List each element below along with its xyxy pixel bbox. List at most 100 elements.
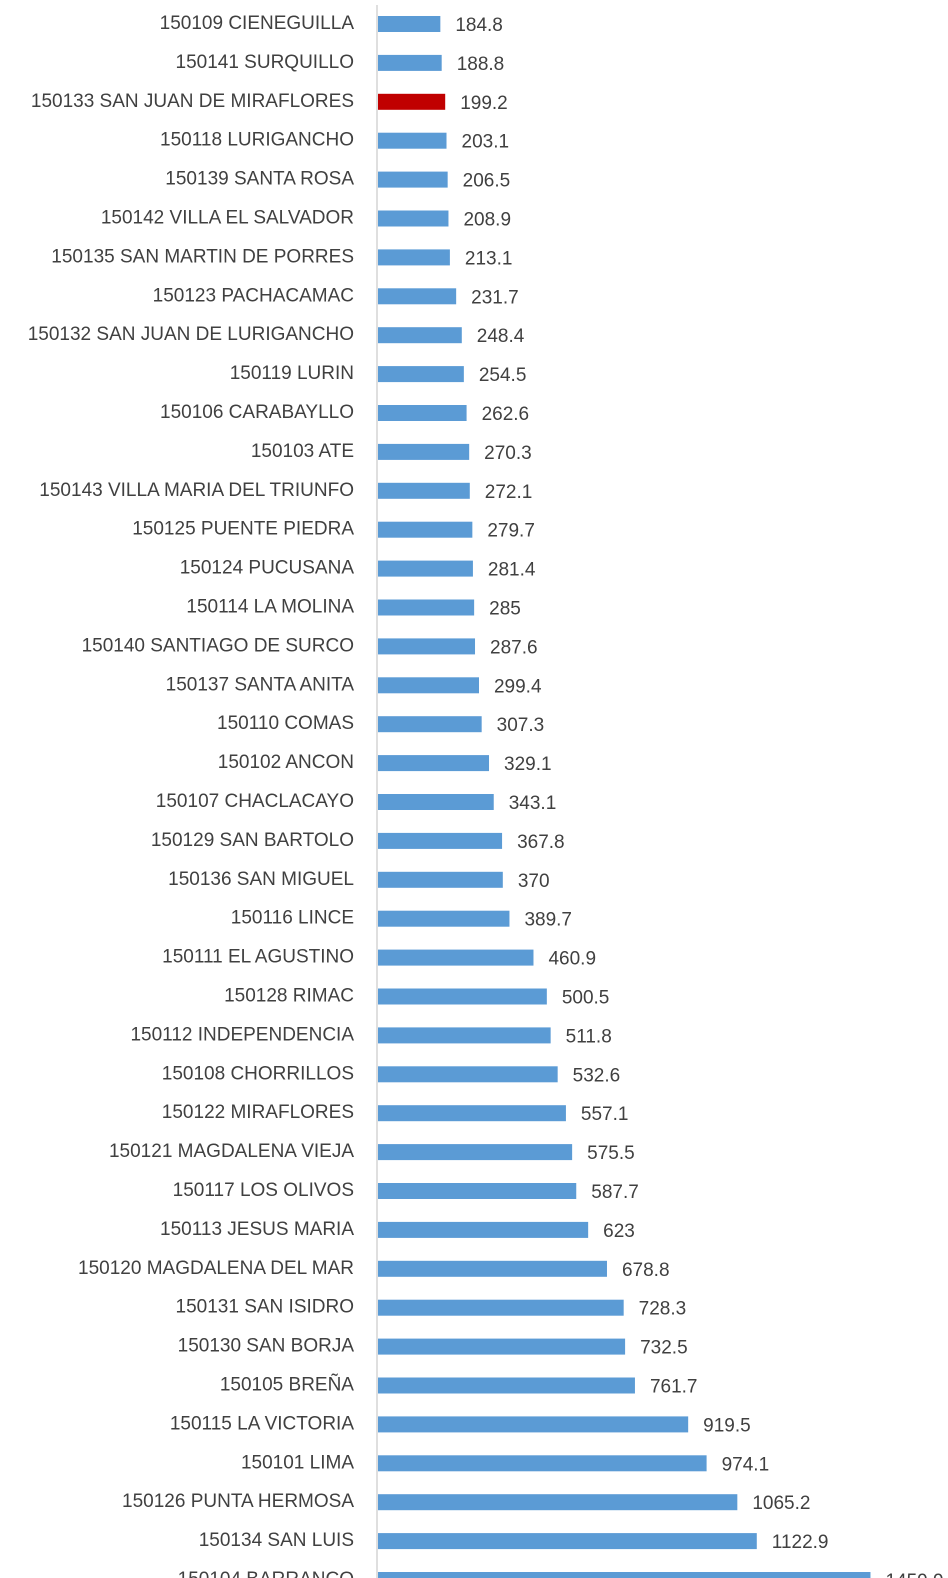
value-label: 281.4 bbox=[488, 560, 536, 581]
bar bbox=[378, 1260, 607, 1277]
value-label: 587.7 bbox=[591, 1182, 639, 1203]
value-label: 678.8 bbox=[622, 1260, 670, 1281]
bar bbox=[378, 949, 534, 966]
category-label: 150121 MAGDALENA VIEJA bbox=[109, 1141, 354, 1162]
bar bbox=[378, 599, 475, 616]
bar bbox=[378, 482, 470, 499]
bar bbox=[378, 16, 441, 32]
bar bbox=[378, 93, 446, 110]
category-label: 150108 CHORRILLOS bbox=[162, 1063, 354, 1084]
value-label: 974.1 bbox=[722, 1454, 770, 1475]
value-label: 728.3 bbox=[639, 1299, 687, 1320]
category-label: 150106 CARABAYLLO bbox=[160, 402, 354, 423]
value-label: 1459.9 bbox=[885, 1571, 943, 1578]
bar bbox=[378, 1455, 707, 1472]
value-label: 732.5 bbox=[640, 1338, 688, 1359]
value-label: 213.1 bbox=[465, 248, 513, 269]
value-label: 208.9 bbox=[463, 210, 511, 231]
bar bbox=[378, 132, 447, 149]
category-label: 150122 MIRAFLORES bbox=[162, 1102, 354, 1123]
bar bbox=[378, 366, 464, 383]
bar bbox=[378, 1299, 624, 1316]
value-label: 623 bbox=[603, 1221, 635, 1242]
value-label: 511.8 bbox=[566, 1026, 612, 1047]
value-label: 919.5 bbox=[703, 1415, 751, 1436]
bar bbox=[378, 1377, 635, 1394]
value-label: 285 bbox=[489, 599, 521, 620]
bar bbox=[378, 1533, 757, 1550]
bar bbox=[378, 638, 476, 655]
category-label: 150134 SAN LUIS bbox=[199, 1530, 354, 1551]
value-label: 206.5 bbox=[463, 171, 511, 192]
bar bbox=[378, 405, 467, 421]
category-label: 150101 LIMA bbox=[241, 1452, 354, 1473]
category-label: 150113 JESUS MARIA bbox=[160, 1219, 354, 1240]
bar bbox=[378, 54, 442, 71]
bar bbox=[378, 288, 457, 305]
category-label: 150130 SAN BORJA bbox=[178, 1336, 355, 1357]
bar bbox=[378, 521, 473, 538]
value-label: 389.7 bbox=[524, 910, 572, 931]
value-label: 188.8 bbox=[457, 54, 505, 75]
bar bbox=[378, 1066, 558, 1083]
bar bbox=[378, 249, 450, 266]
bar bbox=[378, 716, 482, 733]
bar bbox=[378, 832, 503, 849]
category-label: 150140 SANTIAGO DE SURCO bbox=[82, 635, 354, 656]
category-label: 150103 ATE bbox=[251, 441, 354, 462]
category-label: 150133 SAN JUAN DE MIRAFLORES bbox=[31, 91, 354, 112]
value-label: 272.1 bbox=[485, 482, 533, 503]
value-label: 1122.9 bbox=[772, 1532, 829, 1553]
bar bbox=[378, 1338, 626, 1355]
bar bbox=[378, 1416, 689, 1433]
bar bbox=[378, 910, 510, 927]
value-label: 231.7 bbox=[471, 287, 519, 308]
bar bbox=[378, 794, 494, 810]
value-label: 500.5 bbox=[562, 988, 610, 1009]
value-label: 329.1 bbox=[504, 754, 552, 775]
category-label: 150120 MAGDALENA DEL MAR bbox=[78, 1258, 354, 1279]
category-label: 150111 EL AGUSTINO bbox=[162, 947, 354, 968]
category-label: 150128 RIMAC bbox=[224, 986, 354, 1007]
bar bbox=[378, 1183, 577, 1199]
value-label: 270.3 bbox=[484, 443, 532, 464]
category-label: 150114 LA MOLINA bbox=[186, 597, 354, 618]
value-label: 248.4 bbox=[477, 326, 525, 347]
category-label: 150132 SAN JUAN DE LURIGANCHO bbox=[28, 324, 354, 345]
bar bbox=[378, 1572, 871, 1578]
category-label: 150131 SAN ISIDRO bbox=[176, 1297, 354, 1318]
bar bbox=[378, 210, 449, 227]
category-label: 150112 INDEPENDENCIA bbox=[130, 1024, 354, 1045]
bar bbox=[378, 1105, 566, 1122]
category-label: 150102 ANCON bbox=[218, 752, 354, 773]
bar bbox=[378, 988, 547, 1005]
bar bbox=[378, 327, 462, 344]
bar bbox=[378, 560, 473, 577]
value-label: 279.7 bbox=[487, 521, 535, 542]
category-label: 150139 SANTA ROSA bbox=[165, 169, 354, 190]
category-label: 150143 VILLA MARIA DEL TRIUNFO bbox=[39, 480, 354, 501]
category-label: 150123 PACHACAMAC bbox=[153, 285, 354, 306]
bar bbox=[378, 171, 448, 188]
value-label: 367.8 bbox=[517, 832, 565, 853]
bar bbox=[378, 755, 490, 772]
value-label: 184.8 bbox=[455, 15, 503, 36]
bar bbox=[378, 1027, 551, 1044]
value-label: 557.1 bbox=[581, 1104, 629, 1125]
value-label: 1065.2 bbox=[752, 1493, 810, 1514]
category-label: 150118 LURIGANCHO bbox=[160, 130, 354, 151]
bar bbox=[378, 677, 479, 694]
value-label: 532.6 bbox=[573, 1065, 621, 1086]
value-label: 203.1 bbox=[462, 132, 510, 153]
bar bbox=[378, 871, 503, 888]
category-label: 150104 BARRANCO bbox=[178, 1569, 354, 1578]
category-label: 150137 SANTA ANITA bbox=[166, 674, 355, 695]
category-label: 150141 SURQUILLO bbox=[176, 52, 355, 73]
category-label: 150115 LA VICTORIA bbox=[170, 1413, 354, 1434]
value-label: 460.9 bbox=[548, 949, 596, 970]
category-label: 150109 CIENEGUILLA bbox=[160, 13, 355, 34]
value-label: 343.1 bbox=[509, 793, 557, 814]
bar bbox=[378, 1494, 738, 1511]
